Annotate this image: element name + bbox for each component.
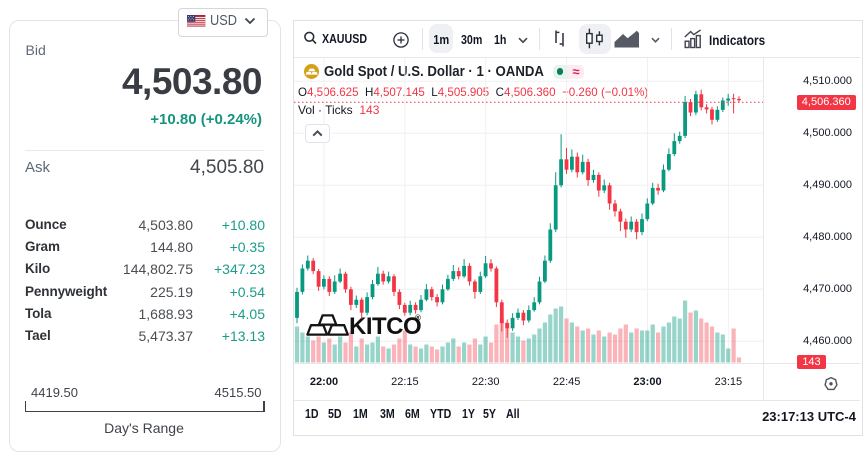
- svg-text:®: ®: [415, 314, 421, 323]
- svg-text:KITCO: KITCO: [349, 313, 421, 340]
